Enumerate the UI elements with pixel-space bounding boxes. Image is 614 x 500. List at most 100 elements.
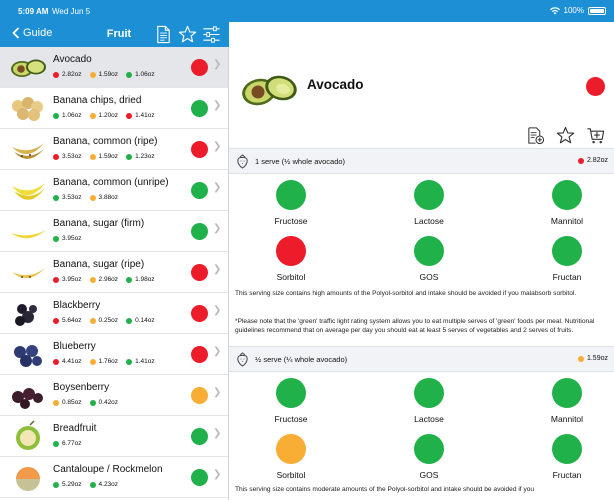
add-to-diary-icon[interactable] xyxy=(526,126,545,145)
serve-dot xyxy=(53,276,59,283)
serving-weight-dot xyxy=(577,157,584,164)
serve-dot xyxy=(126,71,133,78)
serve-size: 2.96oz xyxy=(89,276,118,283)
blueberry-icon xyxy=(14,345,42,367)
serve-size: 1.76oz xyxy=(89,358,118,365)
food-row[interactable]: Cantaloupe / Rockmelon 5.29oz 4.23oz ❯ xyxy=(0,457,228,498)
serving-weight-dot xyxy=(577,355,584,362)
serve-dot xyxy=(53,194,59,201)
serve-dot xyxy=(89,153,96,160)
banana-sugar-ripe-icon xyxy=(12,268,45,279)
serve-dot xyxy=(89,358,96,365)
nav-title: Fruit xyxy=(106,28,132,40)
serving-weight-value: 1.59oz xyxy=(586,355,608,362)
nav-bar: Guide Fruit xyxy=(0,22,229,47)
battery-icon xyxy=(588,6,606,15)
serve-dot xyxy=(53,399,59,406)
back-label: Guide xyxy=(23,27,53,39)
fodmap-rating: Mannitol xyxy=(512,180,614,226)
serve-amount: 1.06oz xyxy=(62,112,82,119)
serve-dot xyxy=(53,71,59,78)
serve-size: 1.98oz xyxy=(126,276,155,283)
add-to-cart-icon[interactable] xyxy=(586,126,605,145)
detail-panel: Avocado 1 serve (½ whole avocado) 2.82oz… xyxy=(229,22,614,500)
serve-dot xyxy=(89,194,96,201)
fodmap-dot xyxy=(414,180,444,210)
nav-icons xyxy=(154,25,221,44)
fodmap-dot xyxy=(276,434,306,464)
serve-amount: 1.59oz xyxy=(98,71,119,78)
serve-size: 1.06oz xyxy=(53,112,82,119)
fodmap-name: GOS xyxy=(419,272,439,282)
fodmap-rating: Sorbitol xyxy=(236,236,346,282)
filter-sliders-icon[interactable] xyxy=(202,25,221,44)
chevron-right-icon: ❯ xyxy=(213,469,222,480)
serve-amount: 1.59oz xyxy=(98,153,119,160)
banana-ripe-icon xyxy=(12,143,44,159)
serving-label: ½ serve (¼ whole avocado) xyxy=(255,355,348,364)
food-row[interactable]: Blueberry 4.41oz 1.76oz 1.41oz ❯ xyxy=(0,334,228,375)
serve-amount: 1.41oz xyxy=(135,358,155,365)
serve-dot xyxy=(89,112,96,119)
serve-size: 1.59oz xyxy=(89,71,119,78)
serve-amount: 2.82oz xyxy=(62,71,82,78)
battery-percent: 100% xyxy=(563,6,584,15)
food-row[interactable]: Banana, common (ripe) 3.53oz 1.59oz 1.23… xyxy=(0,129,228,170)
breadfruit-icon xyxy=(16,420,40,450)
serve-sizes: 5.29oz 4.23oz xyxy=(53,481,118,488)
food-name: Banana, sugar (ripe) xyxy=(53,259,145,270)
cantaloupe-icon xyxy=(16,467,40,491)
food-row[interactable]: Avocado 2.82oz 1.59oz 1.06oz ❯ xyxy=(0,47,228,88)
fodmap-name: Fructose xyxy=(274,414,308,424)
food-name: Blueberry xyxy=(53,341,96,352)
serving-weight-value: 2.82oz xyxy=(586,157,608,164)
serve-sizes: 0.85oz 0.42oz xyxy=(53,399,118,406)
serve-amount: 1.23oz xyxy=(135,153,155,160)
fodmap-dot xyxy=(276,236,306,266)
serve-dot xyxy=(89,317,96,324)
serve-dot xyxy=(126,317,133,324)
food-row[interactable]: Breadfruit 6.77oz ❯ xyxy=(0,416,228,457)
fodmap-dot xyxy=(552,236,582,266)
chevron-right-icon: ❯ xyxy=(213,346,222,357)
food-name: Banana chips, dried xyxy=(53,95,142,106)
strawberry-icon xyxy=(237,154,248,169)
serve-size: 5.64oz xyxy=(53,317,82,324)
strawberry-icon xyxy=(237,352,248,367)
serve-amount: 0.25oz xyxy=(98,317,119,324)
food-row[interactable]: Banana, sugar (ripe) 3.95oz 2.96oz 1.98o… xyxy=(0,252,228,293)
food-row[interactable]: Banana chips, dried 1.06oz 1.20oz 1.41oz… xyxy=(0,88,228,129)
back-button[interactable]: Guide xyxy=(12,27,52,39)
food-rating-dot xyxy=(191,428,208,445)
serve-sizes: 3.53oz 3.88oz xyxy=(53,194,118,201)
food-name: Banana, common (ripe) xyxy=(53,136,158,147)
document-icon[interactable] xyxy=(154,25,173,44)
food-list[interactable]: Avocado 2.82oz 1.59oz 1.06oz ❯ Banana ch… xyxy=(0,47,229,500)
serve-size: 3.95oz xyxy=(53,235,82,242)
detail-actions xyxy=(526,126,605,145)
food-rating-dot xyxy=(191,387,208,404)
food-row[interactable]: Banana, common (unripe) 3.53oz 3.88oz ❯ xyxy=(0,170,228,211)
serve-size: 0.85oz xyxy=(53,399,82,406)
favourite-star-icon[interactable] xyxy=(556,126,575,145)
fodmap-rating: Lactose xyxy=(374,180,484,226)
food-row[interactable]: Blackberry 5.64oz 0.25oz 0.14oz ❯ xyxy=(0,293,228,334)
food-rating-dot xyxy=(191,305,208,322)
serve-size: 0.14oz xyxy=(126,317,155,324)
serving-header: ½ serve (¼ whole avocado) 1.59oz xyxy=(229,346,614,372)
serve-size: 6.77oz xyxy=(53,440,82,447)
serve-size: 1.59oz xyxy=(89,153,119,160)
serve-dot xyxy=(53,235,59,242)
serve-size: 0.42oz xyxy=(89,399,118,406)
serve-amount: 4.23oz xyxy=(98,481,119,488)
food-row[interactable]: Banana, sugar (firm) 3.95oz ❯ xyxy=(0,211,228,252)
serve-size: 3.95oz xyxy=(53,276,82,283)
boysenberry-icon xyxy=(12,388,43,409)
chevron-left-icon xyxy=(12,27,20,39)
food-row[interactable]: Boysenberry 0.85oz 0.42oz ❯ xyxy=(0,375,228,416)
serve-amount: 1.20oz xyxy=(98,112,119,119)
star-icon[interactable] xyxy=(178,25,197,44)
food-rating-dot xyxy=(191,182,208,199)
serve-size: 5.29oz xyxy=(53,481,82,488)
fodmap-rating: Fructan xyxy=(512,434,614,480)
